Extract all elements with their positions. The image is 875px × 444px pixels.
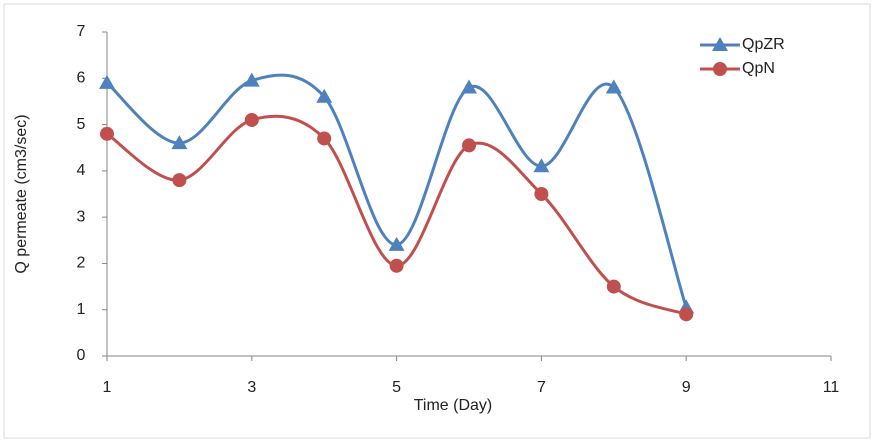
marker bbox=[100, 126, 114, 141]
x-tick-label: 11 bbox=[823, 379, 840, 396]
marker bbox=[99, 74, 115, 89]
marker bbox=[461, 79, 477, 94]
x-tick-label: 3 bbox=[247, 379, 256, 396]
y-tick-label: 3 bbox=[77, 208, 86, 225]
y-tick-label: 7 bbox=[77, 23, 86, 40]
y-tick-label: 6 bbox=[77, 70, 86, 87]
legend-label: QpN bbox=[742, 60, 775, 77]
marker bbox=[171, 135, 188, 150]
x-tick-label: 5 bbox=[392, 379, 401, 396]
marker bbox=[244, 112, 259, 127]
marker bbox=[243, 72, 260, 87]
y-tick-label: 2 bbox=[77, 255, 86, 272]
x-tick-label: 7 bbox=[537, 379, 546, 396]
marker bbox=[389, 258, 404, 273]
series-line bbox=[106, 73, 688, 308]
chart-frame bbox=[3, 3, 871, 439]
marker bbox=[316, 88, 333, 103]
marker bbox=[679, 307, 694, 322]
legend-label: QpZR bbox=[742, 36, 785, 53]
x-axis-title: Time (Day) bbox=[414, 397, 493, 414]
marker bbox=[533, 158, 550, 173]
marker bbox=[172, 173, 187, 188]
y-axis-title: Q permeate (cm3/sec) bbox=[13, 114, 30, 273]
y-tick-label: 1 bbox=[77, 301, 86, 318]
x-tick-label: 9 bbox=[682, 379, 691, 396]
marker bbox=[605, 79, 622, 94]
x-tick-label: 1 bbox=[103, 379, 112, 396]
marker bbox=[462, 138, 476, 153]
y-tick-label: 0 bbox=[77, 347, 86, 364]
marker bbox=[388, 236, 405, 251]
marker bbox=[534, 187, 549, 201]
y-tick-label: 5 bbox=[77, 116, 86, 133]
marker bbox=[606, 279, 621, 294]
y-tick-label: 4 bbox=[77, 162, 86, 179]
legend-marker bbox=[713, 62, 727, 76]
marker bbox=[317, 131, 332, 146]
legend-marker bbox=[712, 37, 728, 51]
